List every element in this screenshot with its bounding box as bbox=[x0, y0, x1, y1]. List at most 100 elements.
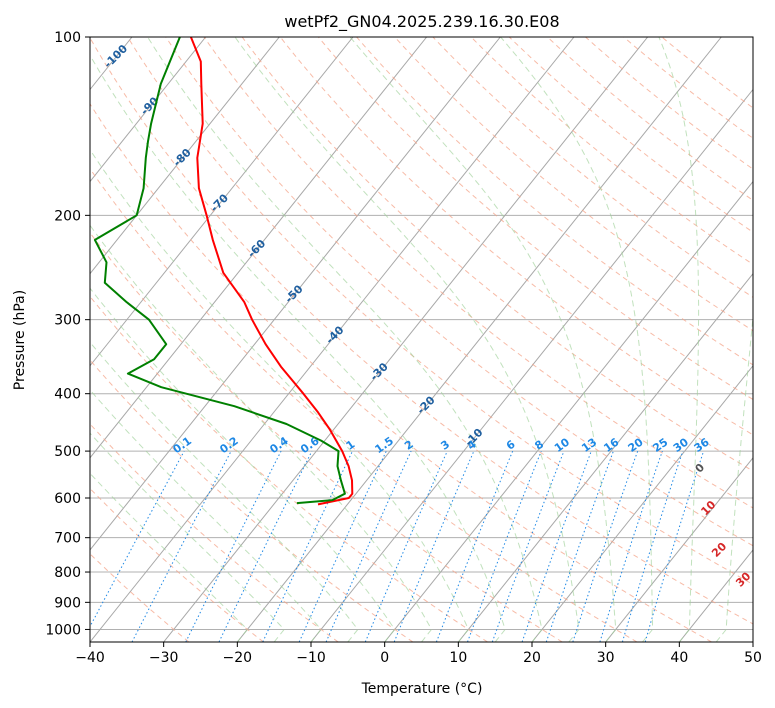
dry-adiabat-line bbox=[203, 37, 753, 509]
moist-adiabat-line bbox=[90, 148, 469, 642]
dry-adiabat-line bbox=[90, 423, 339, 642]
isotherm-line bbox=[678, 549, 753, 642]
mixing-ratio-line bbox=[262, 450, 353, 642]
y-tick-label: 400 bbox=[54, 387, 81, 403]
y-tick-label: 1000 bbox=[45, 622, 81, 638]
y-tick-label: 300 bbox=[54, 313, 81, 329]
isotherm-line bbox=[531, 364, 753, 642]
mixing-ratio-line bbox=[325, 450, 412, 642]
isotherm-line bbox=[310, 88, 753, 642]
isotherm-label: -60 bbox=[245, 237, 268, 260]
dry-adiabat-line bbox=[127, 37, 753, 585]
moist-adiabat-line bbox=[90, 341, 359, 642]
mixing-ratio-label: 6 bbox=[504, 438, 518, 453]
isotherm-line bbox=[163, 37, 649, 642]
dry-adiabat-label: 10 bbox=[698, 498, 718, 518]
dry-adiabat-label: 40 bbox=[760, 596, 775, 616]
dry-adiabat-line bbox=[90, 487, 264, 642]
dry-adiabat-line bbox=[241, 37, 753, 472]
mixing-ratio-label: 0.2 bbox=[217, 434, 240, 456]
moist-adiabat-line bbox=[90, 472, 249, 642]
isotherm-line bbox=[752, 641, 753, 642]
isotherm-line bbox=[90, 37, 501, 551]
dry-adiabat-line bbox=[90, 167, 638, 642]
mixing-ratio-label: 20 bbox=[626, 435, 646, 455]
mixing-ratio-line bbox=[298, 450, 387, 642]
y-tick-label: 200 bbox=[54, 208, 81, 224]
moist-adiabat-line bbox=[234, 37, 580, 642]
x-tick-label: −10 bbox=[296, 650, 326, 666]
dry-adiabat-line bbox=[90, 37, 753, 625]
y-tick-label: 600 bbox=[54, 491, 81, 507]
x-tick-label: 10 bbox=[449, 650, 467, 666]
isotherm-label: -50 bbox=[282, 282, 305, 305]
dry-adiabat-line bbox=[547, 37, 753, 201]
x-axis: −40 −30 −20 −10 0 10 20 30 40 50 bbox=[75, 642, 762, 666]
mixing-ratio-line bbox=[521, 450, 592, 642]
mixing-ratio-label: 1.5 bbox=[373, 434, 396, 456]
mixing-ratio-label: 25 bbox=[650, 436, 670, 455]
mixing-ratio-line bbox=[621, 450, 684, 642]
mixing-ratio-line bbox=[545, 450, 614, 642]
isotherm-line bbox=[457, 272, 753, 642]
isotherm-label: -70 bbox=[208, 191, 231, 214]
mixing-ratio-label: 1 bbox=[344, 438, 358, 453]
y-tick-label: 700 bbox=[54, 531, 81, 547]
dry-adiabat-line bbox=[90, 295, 488, 642]
y-tick-label: 100 bbox=[54, 30, 81, 46]
mixing-ratio-label: 0.6 bbox=[298, 434, 322, 456]
moist-adiabat-line bbox=[349, 37, 617, 642]
mixing-ratio-line bbox=[185, 450, 282, 642]
dry-adiabat-label: 20 bbox=[709, 540, 729, 560]
isotherm-line bbox=[90, 37, 280, 275]
y-tick-label: 500 bbox=[54, 444, 81, 460]
mixing-ratio-label: 3 bbox=[438, 438, 452, 453]
mixing-ratio-label: 2 bbox=[402, 438, 416, 453]
mixing-ratio-line bbox=[491, 450, 565, 642]
mixing-ratio-line bbox=[572, 450, 639, 642]
mixing-ratio-line bbox=[467, 450, 542, 642]
chart-title: wetPf2_GN04.2025.239.16.30.E08 bbox=[284, 12, 559, 32]
isotherm-line bbox=[0, 37, 58, 642]
mixing-ratio-label: 10 bbox=[552, 435, 572, 455]
x-tick-label: 0 bbox=[380, 650, 389, 666]
mixing-ratio-line bbox=[599, 450, 663, 642]
dry-adiabat-line bbox=[470, 37, 753, 265]
x-tick-label: −30 bbox=[149, 650, 179, 666]
dewpoint-line bbox=[93, 37, 346, 505]
dry-adiabat-line bbox=[90, 553, 190, 642]
mixing-ratio-line bbox=[90, 450, 185, 628]
dry-adiabat-line bbox=[585, 37, 753, 170]
isotherm-line bbox=[236, 37, 722, 642]
x-tick-label: −40 bbox=[75, 650, 105, 666]
mixing-ratio-label: 30 bbox=[671, 435, 691, 455]
moist-adiabat-line bbox=[90, 389, 322, 642]
dry-adiabat-line bbox=[432, 37, 753, 298]
y-axis: 100 200 300 400 500 600 700 800 900 1000 bbox=[45, 30, 90, 638]
mixing-ratio-label: 16 bbox=[601, 435, 621, 455]
mixing-ratio-line bbox=[393, 450, 475, 642]
moist-adiabat-line bbox=[715, 312, 753, 642]
plot-frame bbox=[89, 36, 754, 643]
dry-adiabat-line bbox=[90, 231, 563, 642]
mixing-ratio-label: 8 bbox=[532, 438, 546, 453]
temperature-line bbox=[189, 37, 354, 506]
y-tick-label: 800 bbox=[54, 565, 81, 581]
isotherm-line bbox=[605, 457, 753, 642]
isotherm-line bbox=[90, 37, 207, 183]
mixing-ratio-line bbox=[644, 450, 705, 642]
isotherm-line bbox=[90, 37, 428, 459]
moist-adiabat-line bbox=[90, 54, 506, 642]
moist-adiabat-line bbox=[658, 37, 700, 642]
x-tick-label: −20 bbox=[223, 650, 253, 666]
dry-adiabat-line bbox=[165, 37, 753, 547]
isotherm-label: -20 bbox=[414, 393, 437, 416]
mixing-ratio-line bbox=[364, 450, 448, 642]
x-tick-label: 30 bbox=[597, 650, 615, 666]
x-axis-label: Temperature (°C) bbox=[361, 681, 483, 697]
isotherm-line bbox=[384, 180, 753, 642]
moist-adiabat-line bbox=[90, 224, 433, 642]
dry-adiabat-line bbox=[318, 37, 753, 401]
moist-adiabat-line bbox=[147, 37, 543, 642]
